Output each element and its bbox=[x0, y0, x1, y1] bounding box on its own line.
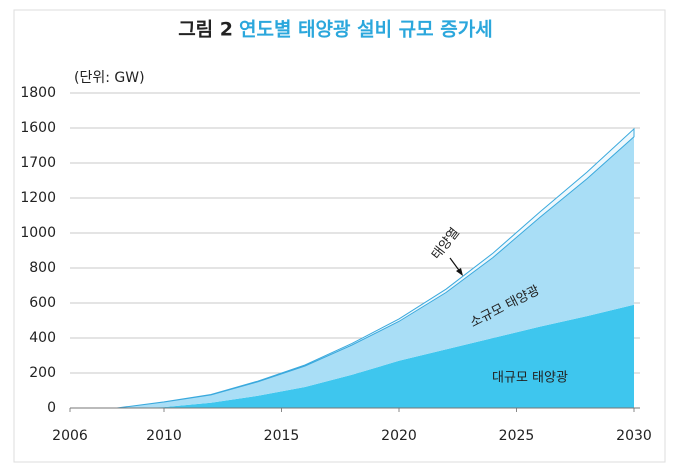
area bbox=[116, 127, 635, 409]
chart-title: 연도별 태양광 설비 규모 증가세 bbox=[239, 19, 493, 41]
figure-label: 그림 2 bbox=[178, 19, 233, 41]
y-tick-label: 1800 bbox=[20, 85, 56, 101]
y-tick-label: 200 bbox=[29, 365, 56, 381]
area bbox=[117, 136, 634, 408]
y-tick-label: 400 bbox=[29, 330, 56, 346]
y-tick-label: 800 bbox=[29, 260, 56, 276]
x-tick-label: 2015 bbox=[264, 428, 300, 444]
x-tick-label: 2025 bbox=[499, 428, 535, 444]
series-label: 태양열 bbox=[429, 225, 463, 263]
x-tick-label: 2020 bbox=[381, 428, 417, 444]
x-tick-label: 2010 bbox=[146, 428, 182, 444]
frame bbox=[13, 9, 666, 463]
y-tick-label: 600 bbox=[29, 295, 56, 311]
y-tick-label: 1200 bbox=[20, 190, 56, 206]
series-label: 대규모 태양광 bbox=[492, 371, 568, 386]
label-arrowhead bbox=[456, 268, 463, 276]
y-tick-label: 0 bbox=[47, 400, 56, 416]
x-tick-label: 2030 bbox=[616, 428, 652, 444]
y-tick-label: 1000 bbox=[20, 225, 56, 241]
y-tick-label: 1700 bbox=[20, 155, 56, 171]
x-tick-label: 2006 bbox=[52, 428, 88, 444]
y-tick-label: 1600 bbox=[20, 120, 56, 136]
area bbox=[117, 304, 634, 408]
unit-label: (단위: GW) bbox=[74, 70, 145, 86]
